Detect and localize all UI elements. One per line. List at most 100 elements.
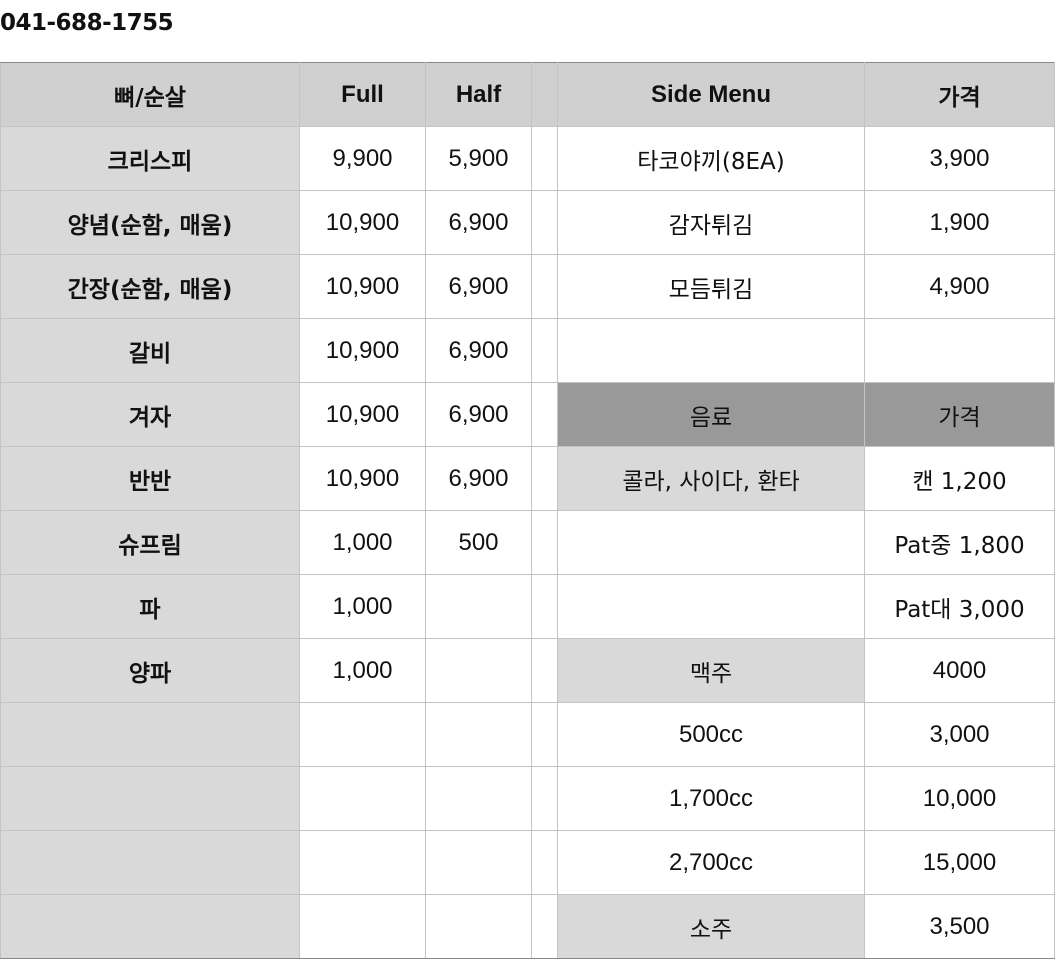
spacer-cell [531,702,558,767]
half-price: 6,900 [425,446,532,511]
header-side-menu: Side Menu [557,62,865,127]
item-name: 겨자 [0,382,300,447]
side-item [557,318,865,383]
half-price: 6,900 [425,254,532,319]
half-price [425,702,532,767]
half-price: 6,900 [425,190,532,255]
table-row: 반반 10,900 6,900 콜라, 사이다, 환타 캔 1,200 [0,446,1055,511]
phone-number: 041-688-1755 [0,10,174,36]
menu-table: 뼈/순살 Full Half Side Menu 가격 크리스피 9,900 5… [0,62,1055,959]
spacer-cell [531,574,558,639]
header-spacer [531,62,558,127]
item-name [0,702,300,767]
drink-item: 맥주 [557,638,865,703]
table-header-row: 뼈/순살 Full Half Side Menu 가격 [0,62,1055,127]
header-price: 가격 [864,62,1055,127]
side-price: 캔 1,200 [864,446,1055,511]
side-price: Pat중 1,800 [864,510,1055,575]
drink-item: 콜라, 사이다, 환타 [557,446,865,511]
header-category: 뼈/순살 [0,62,300,127]
side-price: 15,000 [864,830,1055,895]
half-price: 500 [425,510,532,575]
drinks-price-header: 가격 [864,382,1055,447]
drinks-section-header: 음료 [557,382,865,447]
table-row: 겨자 10,900 6,900 음료 가격 [0,382,1055,447]
half-price: 5,900 [425,126,532,191]
side-price: 10,000 [864,766,1055,831]
spacer-cell [531,510,558,575]
side-price: 1,900 [864,190,1055,255]
half-price [425,766,532,831]
table-row: 양념(순함, 매움) 10,900 6,900 감자튀김 1,900 [0,190,1055,255]
item-name: 양념(순함, 매움) [0,190,300,255]
item-name: 반반 [0,446,300,511]
item-name: 간장(순함, 매움) [0,254,300,319]
spacer-cell [531,126,558,191]
item-name: 갈비 [0,318,300,383]
table-row: 500cc 3,000 [0,702,1055,767]
item-name: 양파 [0,638,300,703]
spacer-cell [531,830,558,895]
full-price [299,702,426,767]
side-price: Pat대 3,000 [864,574,1055,639]
side-price: 3,000 [864,702,1055,767]
side-item: 감자튀김 [557,190,865,255]
table-row: 양파 1,000 맥주 4000 [0,638,1055,703]
spacer-cell [531,894,558,959]
spacer-cell [531,446,558,511]
drink-item: 소주 [557,894,865,959]
item-name [0,766,300,831]
side-price: 3,900 [864,126,1055,191]
full-price: 10,900 [299,190,426,255]
half-price [425,830,532,895]
item-name: 슈프림 [0,510,300,575]
table-row: 슈프림 1,000 500 Pat중 1,800 [0,510,1055,575]
full-price: 1,000 [299,510,426,575]
table-row: 크리스피 9,900 5,900 타코야끼(8EA) 3,900 [0,126,1055,191]
side-item [557,510,865,575]
side-price: 4,900 [864,254,1055,319]
full-price [299,894,426,959]
spacer-cell [531,382,558,447]
table-row: 1,700cc 10,000 [0,766,1055,831]
full-price [299,766,426,831]
item-name [0,894,300,959]
side-item: 500cc [557,702,865,767]
full-price: 10,900 [299,254,426,319]
item-name [0,830,300,895]
full-price: 10,900 [299,382,426,447]
side-item: 2,700cc [557,830,865,895]
side-price [864,318,1055,383]
table-row: 소주 3,500 [0,894,1055,959]
spacer-cell [531,254,558,319]
half-price [425,638,532,703]
spacer-cell [531,190,558,255]
table-row: 2,700cc 15,000 [0,830,1055,895]
half-price: 6,900 [425,318,532,383]
spacer-cell [531,766,558,831]
side-item: 타코야끼(8EA) [557,126,865,191]
side-item: 1,700cc [557,766,865,831]
full-price: 10,900 [299,446,426,511]
side-price: 3,500 [864,894,1055,959]
header-half: Half [425,62,532,127]
full-price [299,830,426,895]
table-row: 간장(순함, 매움) 10,900 6,900 모듬튀김 4,900 [0,254,1055,319]
header-full: Full [299,62,426,127]
half-price: 6,900 [425,382,532,447]
item-name: 크리스피 [0,126,300,191]
full-price: 9,900 [299,126,426,191]
item-name: 파 [0,574,300,639]
spacer-cell [531,638,558,703]
half-price [425,894,532,959]
side-item: 모듬튀김 [557,254,865,319]
side-price: 4000 [864,638,1055,703]
half-price [425,574,532,639]
table-row: 파 1,000 Pat대 3,000 [0,574,1055,639]
full-price: 1,000 [299,638,426,703]
spacer-cell [531,318,558,383]
full-price: 1,000 [299,574,426,639]
full-price: 10,900 [299,318,426,383]
side-item [557,574,865,639]
table-row: 갈비 10,900 6,900 [0,318,1055,383]
